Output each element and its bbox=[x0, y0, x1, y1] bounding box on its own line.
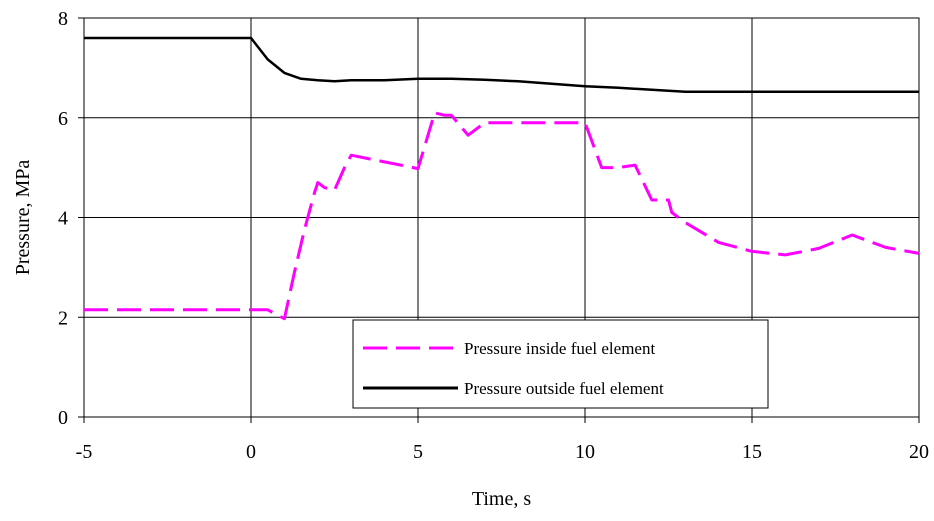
x-tick-label: 20 bbox=[909, 441, 929, 463]
x-tick-label: 15 bbox=[742, 441, 762, 463]
y-tick-label: 6 bbox=[58, 108, 68, 130]
series-line-outside bbox=[84, 36, 919, 94]
series-lines bbox=[84, 36, 920, 321]
legend-label-inside: Pressure inside fuel element bbox=[464, 339, 655, 358]
series-line-inside bbox=[84, 111, 920, 321]
x-tick-label: -5 bbox=[76, 441, 93, 463]
y-tick-label: 2 bbox=[58, 307, 68, 329]
grid bbox=[84, 18, 919, 417]
legend-label-outside: Pressure outside fuel element bbox=[464, 379, 664, 398]
legend-box bbox=[352, 319, 769, 409]
x-tick-label: 5 bbox=[413, 441, 423, 463]
y-tick-label: 0 bbox=[58, 407, 68, 429]
y-tick-label: 4 bbox=[58, 208, 68, 230]
axis-ticks: 0 2 4 6 8 -5 0 5 10 15 20 bbox=[58, 8, 929, 463]
y-axis-title: Pressure, MPa bbox=[12, 160, 34, 276]
x-tick-label: 10 bbox=[575, 441, 595, 463]
legend: Pressure inside fuel element Pressure ou… bbox=[352, 319, 769, 409]
x-tick-label: 0 bbox=[246, 441, 256, 463]
x-axis-title: Time, s bbox=[472, 488, 532, 510]
y-tick-label: 8 bbox=[58, 8, 68, 30]
